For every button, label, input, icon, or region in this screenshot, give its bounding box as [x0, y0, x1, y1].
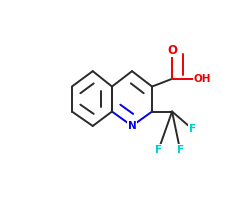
- Text: O: O: [167, 44, 177, 57]
- Text: N: N: [128, 121, 136, 131]
- Text: F: F: [177, 145, 184, 155]
- Text: OH: OH: [194, 74, 211, 84]
- Text: F: F: [155, 145, 162, 155]
- Text: F: F: [189, 124, 196, 134]
